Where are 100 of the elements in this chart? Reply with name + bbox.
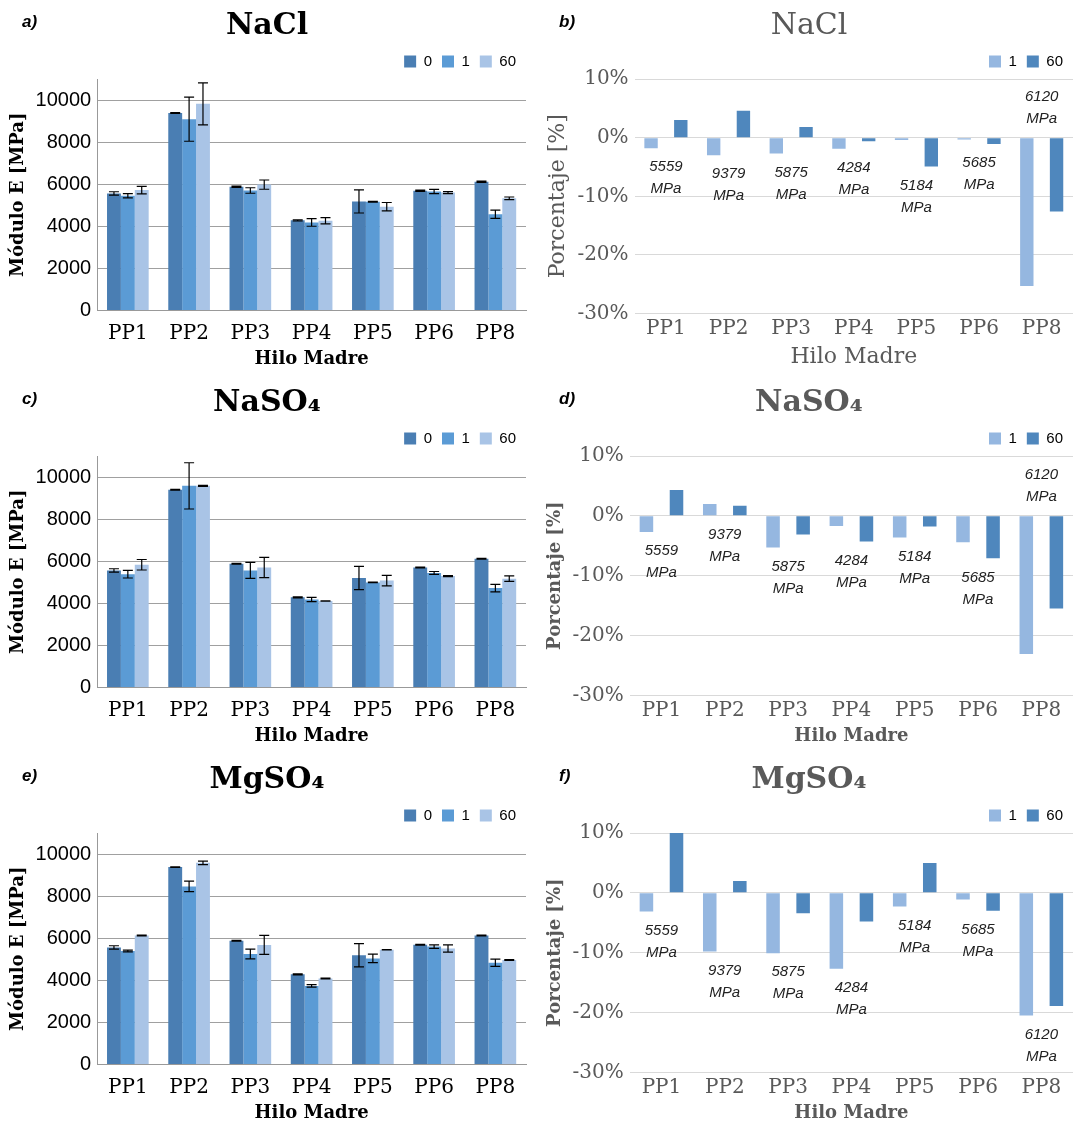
y-tick-label: 8000 [46, 883, 92, 906]
annotation: 9379 MPa [708, 525, 743, 565]
x-tick-label: PP5 [894, 1073, 935, 1098]
bar [639, 893, 654, 912]
y-tick-label: 10% [579, 819, 624, 844]
bar [488, 962, 503, 1064]
x-tick-label: PP4 [291, 1073, 332, 1098]
bar [290, 220, 305, 310]
bar [861, 138, 876, 142]
y-tick-label: 2000 [46, 1009, 92, 1032]
annotation: 5559 MPa [644, 541, 679, 581]
x-axis-title: Hilo Madre [794, 723, 909, 745]
y-tick-label: 6000 [46, 548, 92, 571]
y-tick-label: 0% [596, 123, 629, 148]
legend-label: 60 [1046, 51, 1063, 69]
x-tick-label: PP2 [704, 696, 745, 721]
legend-label: 1 [1008, 428, 1017, 446]
annotation: 4284 MPa [834, 550, 869, 590]
bar [243, 953, 258, 1064]
bar [829, 516, 844, 527]
legend-label: 60 [499, 805, 516, 823]
annotation: 6120 MPa [1024, 1024, 1059, 1064]
bar [196, 862, 210, 1064]
x-tick-label: PP3 [230, 319, 271, 344]
bar [229, 186, 244, 310]
y-tick-label: 4000 [46, 590, 92, 613]
bar [427, 946, 442, 1064]
x-tick-label: PP8 [1021, 314, 1062, 339]
y-tick-label: -20% [572, 621, 624, 646]
y-tick-label: 0% [592, 879, 624, 904]
bar [736, 110, 751, 138]
x-tick-label: PP5 [353, 696, 393, 721]
x-tick-label: PP4 [291, 319, 332, 344]
y-axis-title: Porcentaje [%] [543, 501, 565, 650]
x-axis-title: Hilo Madre [794, 1100, 909, 1122]
bar [168, 113, 183, 310]
bar [832, 138, 846, 149]
y-tick-label: 8000 [46, 506, 92, 529]
x-tick-label: PP1 [108, 1073, 148, 1098]
x-tick-label: PP3 [771, 314, 811, 339]
bar [318, 978, 333, 1064]
bar [922, 862, 937, 893]
annotation: 5685 MPa [962, 153, 997, 193]
bar [134, 190, 149, 310]
bar [799, 127, 813, 138]
bar [365, 582, 380, 687]
x-tick-label: PP8 [475, 696, 516, 721]
x-tick-label: PP2 [708, 314, 749, 339]
bar [1049, 516, 1064, 609]
bar [352, 955, 366, 1064]
bar [441, 576, 455, 687]
x-tick-label: PP3 [230, 1073, 271, 1098]
bar [669, 833, 684, 893]
bar [702, 503, 717, 516]
y-tick-label: 8000 [46, 129, 92, 152]
x-tick-label: PP6 [959, 314, 999, 339]
bar [413, 567, 428, 687]
x-tick-label: PP1 [108, 319, 148, 344]
bar [502, 198, 517, 310]
y-tick-label: -20% [572, 998, 624, 1023]
annotation: 5685 MPa [961, 919, 996, 959]
bar [134, 564, 149, 687]
bar [427, 191, 442, 310]
bar [924, 138, 938, 167]
x-tick-label: PP4 [831, 1073, 872, 1098]
legend-label: 60 [499, 51, 516, 69]
bar [986, 893, 1000, 911]
y-tick-label: 0 [80, 297, 92, 320]
bar [502, 578, 517, 687]
annotation: 6120 MPa [1025, 86, 1060, 126]
bar [182, 119, 197, 310]
legend-label: 0 [423, 428, 432, 446]
bar [474, 181, 489, 310]
bar [1049, 138, 1064, 212]
x-tick-label: PP5 [353, 319, 393, 344]
annotation: 9379 MPa [711, 164, 746, 204]
x-tick-label: PP6 [958, 696, 998, 721]
bar [502, 960, 517, 1064]
text: a) [22, 12, 38, 32]
bar [859, 516, 874, 542]
y-tick-label: -30% [577, 299, 629, 324]
legend-label: 0 [423, 805, 432, 823]
y-tick-label: -30% [572, 681, 624, 706]
annotation: 4284 MPa [834, 978, 869, 1018]
x-tick-label: PP5 [353, 1073, 393, 1098]
bar [488, 588, 503, 687]
bar [243, 190, 258, 310]
x-tick-label: PP6 [414, 319, 454, 344]
bar [1020, 138, 1034, 287]
text: d) [559, 389, 576, 409]
text: e) [22, 766, 38, 786]
bar [134, 935, 149, 1064]
x-tick-label: PP2 [169, 319, 209, 344]
y-axis-title: Porcentaje [%] [543, 878, 565, 1027]
bar [413, 944, 428, 1064]
bar [352, 578, 366, 687]
y-axis-title: Módulo E [MPa] [6, 489, 28, 654]
bar [474, 935, 489, 1064]
bar [257, 944, 272, 1064]
x-tick-label: PP5 [896, 314, 937, 339]
